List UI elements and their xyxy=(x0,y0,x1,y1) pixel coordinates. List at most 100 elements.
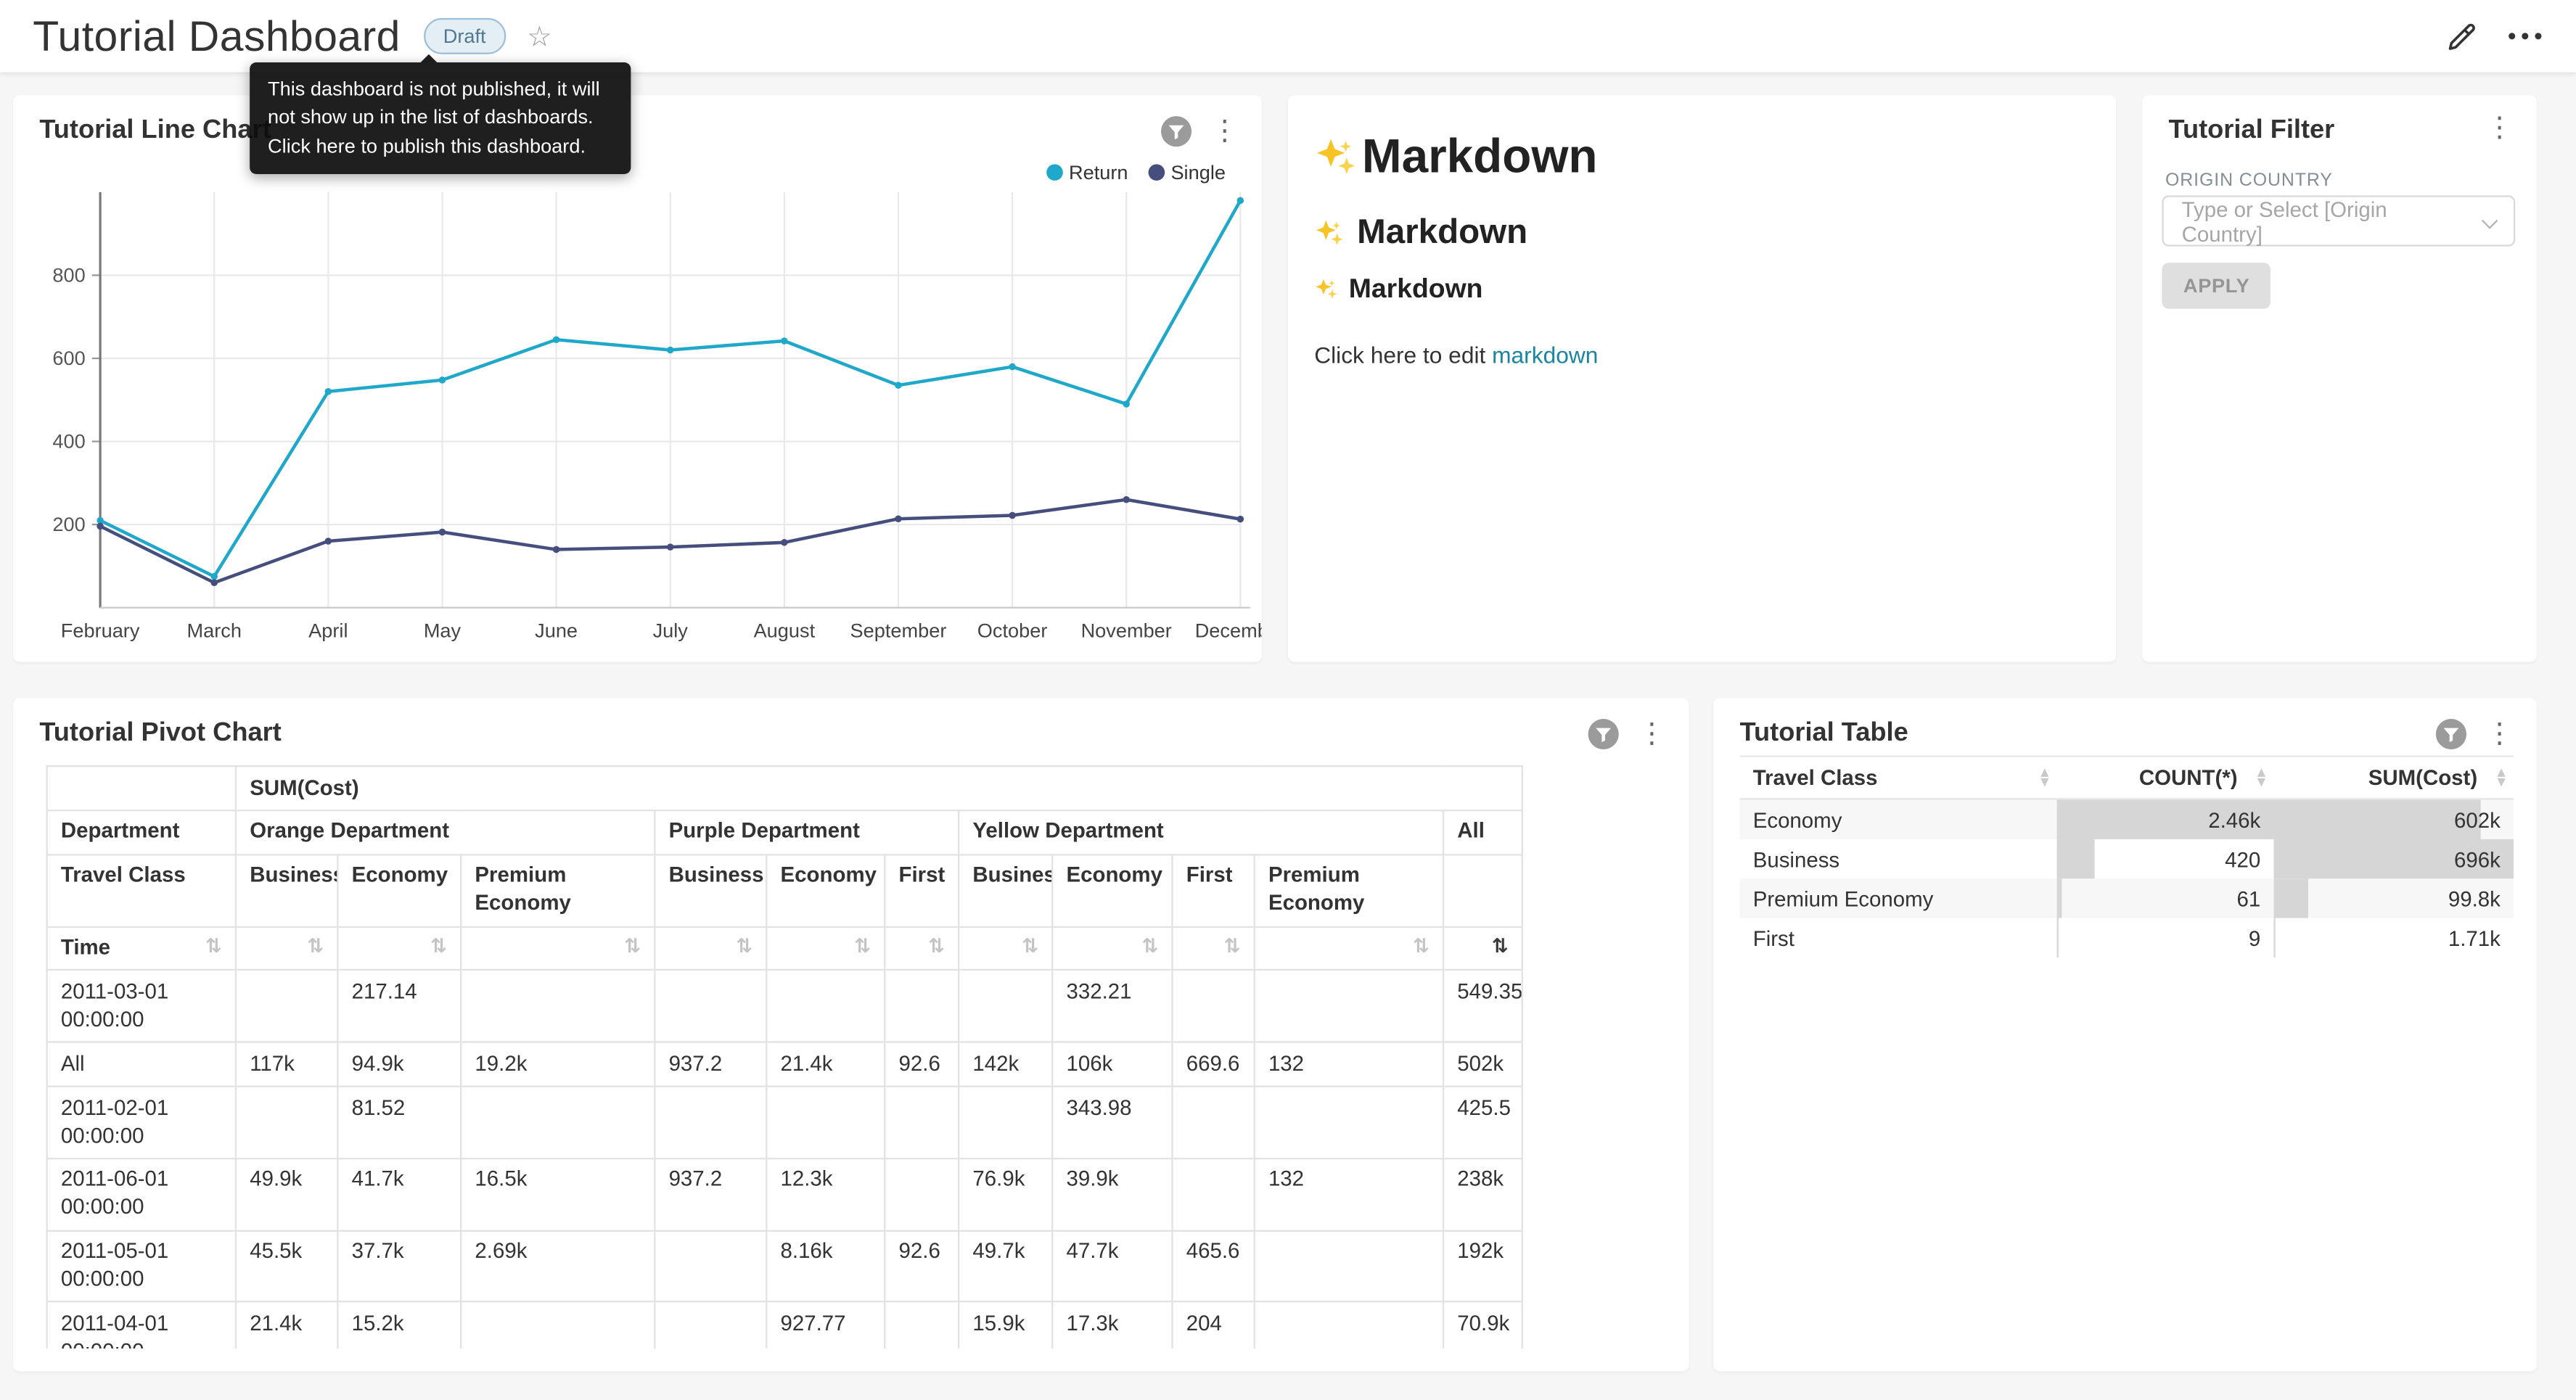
sort-icon[interactable]: ⇅ xyxy=(430,934,447,960)
favorite-star-icon[interactable]: ☆ xyxy=(527,20,552,53)
pivot-cell: 12.3k xyxy=(766,1158,885,1230)
pivot-data-row: 2011-03-01 00:00:00217.14332.21549.35 xyxy=(47,971,1522,1042)
origin-country-select[interactable]: Type or Select [Origin Country] xyxy=(2162,195,2515,246)
table-card: Tutorial Table ⋮ Travel Class▲▼COUNT(*)▲… xyxy=(1713,698,2536,1371)
sort-icon[interactable]: ⇅ xyxy=(1141,934,1158,960)
column-header-travel-class[interactable]: Travel Class▲▼ xyxy=(1740,757,2057,799)
column-header-sum-cost-[interactable]: SUM(Cost)▲▼ xyxy=(2273,757,2514,799)
pivot-subcol-header: Premium Economy xyxy=(461,855,655,926)
pivot-cell: 425.5 xyxy=(1443,1087,1522,1158)
value-bar xyxy=(2057,918,2058,958)
value-bar xyxy=(2273,878,2308,918)
pivot-table-container: SUM(Cost)DepartmentOrange DepartmentPurp… xyxy=(46,765,1659,1348)
sort-icon[interactable]: ⇅ xyxy=(1413,934,1429,960)
sort-icon[interactable]: ⇅ xyxy=(1022,934,1038,960)
pivot-cell: 549.35 xyxy=(1443,971,1522,1042)
kebab-menu-icon[interactable]: ⋮ xyxy=(2482,115,2517,142)
pivot-subcol-header: First xyxy=(1172,855,1254,926)
pivot-cell: 502k xyxy=(1443,1042,1522,1087)
pivot-cell: 217.14 xyxy=(337,971,461,1042)
sort-icon[interactable]: ⇅ xyxy=(307,934,324,960)
pivot-cell: 343.98 xyxy=(1052,1087,1172,1158)
table-row[interactable]: Economy2.46k602k xyxy=(1740,799,2514,839)
filter-card: Tutorial Filter ⋮ ORIGIN COUNTRY Type or… xyxy=(2142,95,2536,662)
pivot-cell xyxy=(461,1087,655,1158)
cell-count: 2.46k xyxy=(2057,799,2274,839)
kebab-menu-icon[interactable]: ⋮ xyxy=(1207,118,1242,145)
value-bar xyxy=(2273,918,2274,958)
sparkles-icon xyxy=(1314,278,1339,302)
sort-icon[interactable]: ⇅ xyxy=(928,934,945,960)
table-row[interactable]: Premium Economy6199.8k xyxy=(1740,878,2514,918)
edit-pencil-icon[interactable] xyxy=(2446,20,2477,52)
pivot-cell: 142k xyxy=(959,1042,1052,1087)
pivot-row-label: 2011-02-01 00:00:00 xyxy=(47,1087,236,1158)
markdown-edit-link[interactable]: markdown xyxy=(1492,342,1598,368)
kebab-menu-icon[interactable]: ⋮ xyxy=(1635,720,1670,748)
pivot-data-row: 2011-05-01 00:00:0045.5k37.7k2.69k8.16k9… xyxy=(47,1230,1522,1302)
pivot-cell: 465.6 xyxy=(1172,1230,1254,1302)
pivot-cell: 49.7k xyxy=(959,1230,1052,1302)
publish-tooltip-text: This dashboard is not published, it will… xyxy=(268,77,600,157)
column-header-count-[interactable]: COUNT(*)▲▼ xyxy=(2057,757,2274,799)
pivot-chart-card: Tutorial Pivot Chart ⋮ SUM(Cost)Departme… xyxy=(13,698,1689,1371)
pivot-table: SUM(Cost)DepartmentOrange DepartmentPurp… xyxy=(46,765,1523,1348)
pivot-cell: 92.6 xyxy=(885,1230,959,1302)
filter-indicator-icon[interactable] xyxy=(1160,115,1192,147)
pivot-cell xyxy=(766,1087,885,1158)
dashboard-page: Tutorial Dashboard Draft ☆ This dashboar… xyxy=(0,0,2576,1400)
svg-text:June: June xyxy=(535,619,578,641)
sort-icon-active[interactable]: ⇅ xyxy=(1492,934,1509,960)
pivot-row-label: 2011-03-01 00:00:00 xyxy=(47,971,236,1042)
table-row[interactable]: Business420696k xyxy=(1740,839,2514,878)
sort-icon[interactable]: ⇅ xyxy=(624,934,641,960)
sort-icon[interactable]: ⇅ xyxy=(854,934,871,960)
legend-item-return[interactable]: Return xyxy=(1046,161,1128,184)
cell-sum: 99.8k xyxy=(2273,878,2514,918)
apply-button[interactable]: APPLY xyxy=(2162,263,2271,308)
filter-indicator-icon[interactable] xyxy=(1587,717,1620,750)
cell-count: 420 xyxy=(2057,839,2274,878)
legend-item-single[interactable]: Single xyxy=(1148,161,1226,184)
pivot-metric-row: SUM(Cost) xyxy=(47,766,1522,810)
sort-icon[interactable]: ⇅ xyxy=(736,934,752,960)
pivot-group-header: All xyxy=(1443,810,1522,855)
sort-icon[interactable]: ⇅ xyxy=(205,934,222,960)
table-row[interactable]: First91.71k xyxy=(1740,918,2514,958)
pivot-cell: 70.9k xyxy=(1443,1302,1522,1348)
markdown-h2: Markdown xyxy=(1314,213,2090,252)
pivot-col-dimension: Department xyxy=(47,810,236,855)
pivot-cell: 15.9k xyxy=(959,1302,1052,1348)
value-bar xyxy=(2057,839,2094,878)
header-actions xyxy=(2446,20,2543,52)
pivot-sub-dimension: Travel Class xyxy=(47,855,236,926)
filter-indicator-icon[interactable] xyxy=(2435,717,2467,750)
kebab-menu-icon[interactable]: ⋮ xyxy=(2482,720,2517,748)
page-title: Tutorial Dashboard xyxy=(33,11,401,62)
pivot-cell xyxy=(236,1087,337,1158)
pivot-cell: 39.9k xyxy=(1052,1158,1172,1230)
pivot-cell xyxy=(1255,1302,1443,1348)
pivot-subcol-header: Premium Economy xyxy=(1255,855,1443,926)
pivot-chart-title: Tutorial Pivot Chart xyxy=(39,717,281,750)
more-menu-ellipsis-icon[interactable] xyxy=(2507,31,2543,41)
pivot-cell xyxy=(885,971,959,1042)
pivot-cell: 16.5k xyxy=(461,1158,655,1230)
pivot-cell: 37.7k xyxy=(337,1230,461,1302)
draft-badge[interactable]: Draft xyxy=(424,18,506,54)
svg-text:May: May xyxy=(424,619,462,641)
pivot-row-dimension[interactable]: Time⇅ xyxy=(47,926,236,971)
publish-tooltip[interactable]: This dashboard is not published, it will… xyxy=(250,62,631,174)
svg-text:July: July xyxy=(653,619,689,641)
pivot-group-header: Purple Department xyxy=(655,810,959,855)
pivot-cell xyxy=(885,1302,959,1348)
sort-carets-icon: ▲▼ xyxy=(2040,767,2048,789)
pivot-cell: 21.4k xyxy=(766,1042,885,1087)
svg-text:December: December xyxy=(1195,619,1262,641)
pivot-cell xyxy=(655,971,766,1042)
pivot-cell xyxy=(1255,1087,1443,1158)
pivot-cell: 49.9k xyxy=(236,1158,337,1230)
sort-icon[interactable]: ⇅ xyxy=(1224,934,1241,960)
pivot-subcol-header: Economy xyxy=(1052,855,1172,926)
pivot-cell: 8.16k xyxy=(766,1230,885,1302)
